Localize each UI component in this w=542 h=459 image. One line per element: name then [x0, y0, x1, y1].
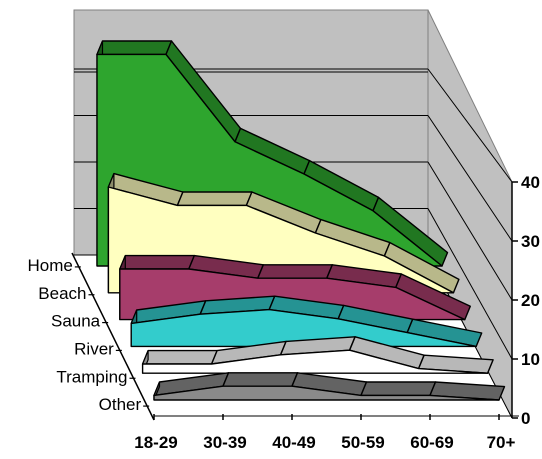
y-tick-label-20: 20	[521, 291, 540, 310]
depth-axis-line	[71, 252, 155, 421]
series-label-tramping: Tramping	[56, 367, 127, 386]
depth-axis: Home Beach Sauna River Tramping Other	[27, 252, 155, 421]
y-tick-label-30: 30	[521, 232, 540, 251]
series-label-other: Other	[99, 395, 142, 414]
ribbon-top-beach-1	[176, 191, 253, 207]
ribbon-top-other-3	[360, 381, 437, 397]
series-label-home: Home	[27, 256, 72, 275]
y-tick-label-40: 40	[521, 173, 540, 192]
x-tick-label-4: 60-69	[410, 433, 453, 452]
series-label-sauna: Sauna	[51, 312, 101, 331]
gridline-side-40	[427, 68, 513, 183]
x-tick-label-5: 70+	[487, 433, 516, 452]
ribbon-face-other	[153, 385, 500, 401]
x-tick-label-1: 30-39	[203, 433, 246, 452]
x-axis: 18-29 30-39 40-49 50-59 60-69 70+	[134, 414, 519, 452]
series-tramping	[141, 336, 494, 374]
series-other	[153, 372, 506, 401]
ribbon-top-other-1	[222, 372, 299, 387]
y-tick-label-10: 10	[521, 350, 540, 369]
ribbon-face-tramping	[141, 349, 489, 374]
ribbon-face-river	[130, 308, 477, 348]
x-tick-label-2: 40-49	[272, 433, 315, 452]
gridline-side-30	[427, 115, 513, 242]
y-axis: 0 10 20 30 40	[511, 173, 540, 428]
x-tick-label-0: 18-29	[134, 433, 177, 452]
y-tick-label-0: 0	[521, 409, 530, 428]
series-river	[130, 295, 483, 348]
ribbon-top-home-0	[96, 40, 173, 56]
ribbon-top-sauna-2	[257, 264, 333, 279]
ribbon-top-tramping-0	[141, 349, 218, 365]
series-ribbons	[96, 40, 506, 401]
x-tick-label-3: 50-59	[341, 433, 384, 452]
gridline-side-20	[427, 161, 513, 301]
series-label-beach: Beach	[38, 284, 86, 303]
gridline-side-10	[427, 208, 513, 360]
ribbon-top-sauna-0	[119, 254, 196, 270]
series-label-river: River	[74, 339, 114, 358]
